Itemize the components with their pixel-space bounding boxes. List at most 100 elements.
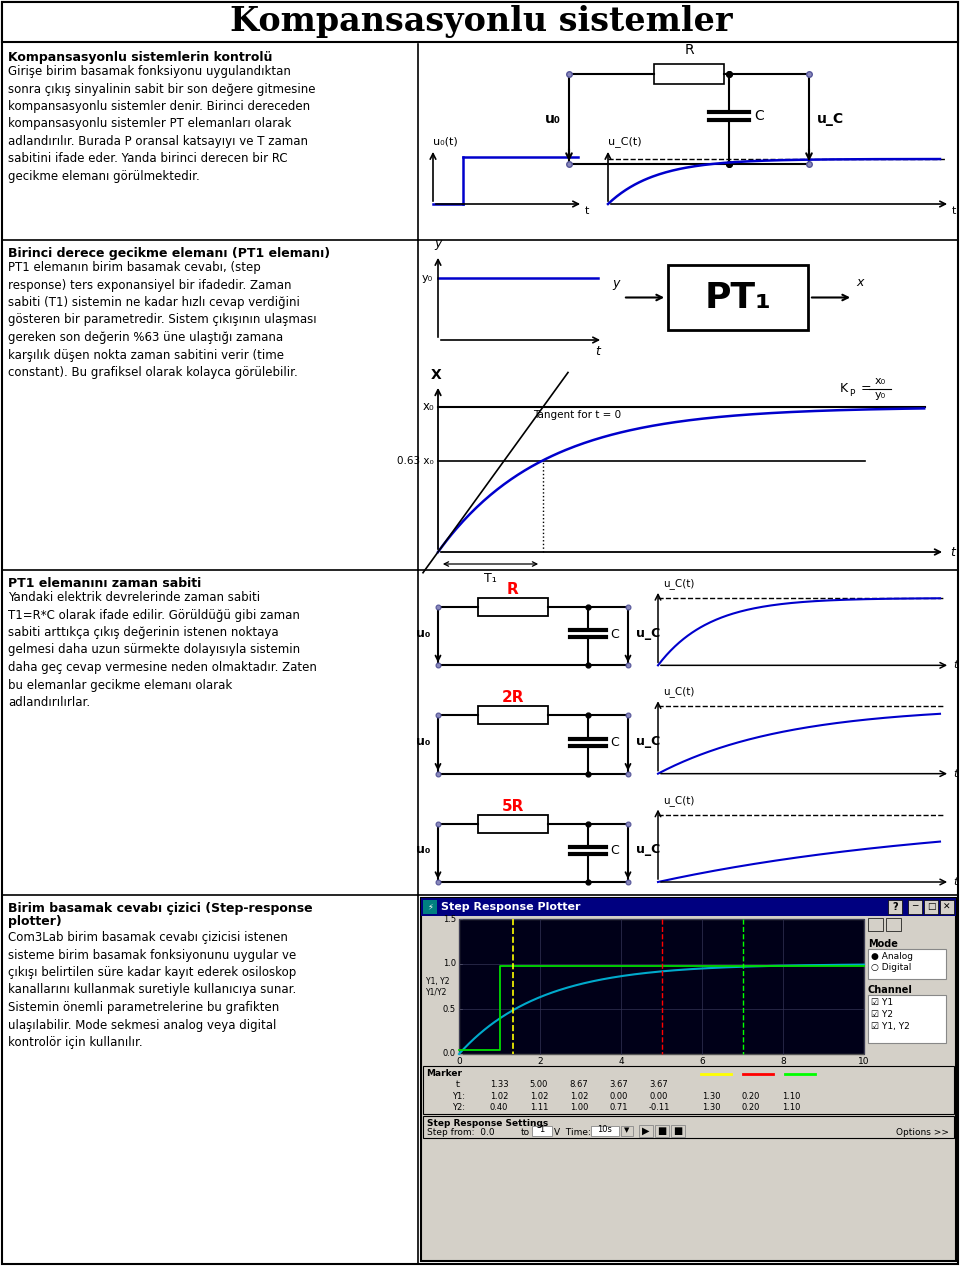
Text: 3.67: 3.67 <box>610 1080 629 1089</box>
Bar <box>639 1125 653 1137</box>
Text: ✕: ✕ <box>944 903 950 912</box>
Text: ☑ Y1: ☑ Y1 <box>871 998 893 1006</box>
Text: Kompansasyonlu sistemler: Kompansasyonlu sistemler <box>229 5 732 38</box>
Text: t:: t: <box>456 1080 462 1089</box>
Text: u_C(t): u_C(t) <box>663 795 694 805</box>
Bar <box>868 995 946 1043</box>
Text: x₀: x₀ <box>422 400 434 414</box>
Bar <box>868 950 946 979</box>
Text: 2: 2 <box>538 1057 542 1066</box>
Text: P: P <box>849 389 854 398</box>
Text: 1.0: 1.0 <box>443 960 456 968</box>
Bar <box>886 918 901 931</box>
Text: 1.02: 1.02 <box>530 1093 548 1101</box>
Text: 2R: 2R <box>502 690 524 705</box>
Text: 1.10: 1.10 <box>781 1093 801 1101</box>
Text: PT1 elemanın birim basamak cevabı, (step
response) ters exponansiyel bir ifadedi: PT1 elemanın birim basamak cevabı, (step… <box>8 261 317 379</box>
Text: Com3Lab birim basamak cevabı çizicisi istenen
sisteme birim basamak fonksiyonunu: Com3Lab birim basamak cevabı çizicisi is… <box>8 931 297 1050</box>
Text: C: C <box>610 844 619 857</box>
Bar <box>908 900 922 914</box>
Text: u₀(t): u₀(t) <box>433 137 458 147</box>
Bar <box>591 1125 619 1136</box>
Bar <box>888 900 902 914</box>
Text: 0.0: 0.0 <box>443 1050 456 1058</box>
Text: Channel: Channel <box>868 985 913 995</box>
Text: 1.00: 1.00 <box>570 1103 588 1112</box>
Text: C: C <box>754 109 764 123</box>
Text: u_C(t): u_C(t) <box>663 686 694 698</box>
Bar <box>868 918 883 931</box>
Text: u_C: u_C <box>636 843 660 856</box>
Text: C: C <box>610 736 619 749</box>
Text: ■: ■ <box>673 1125 683 1136</box>
Text: 0.40: 0.40 <box>490 1103 508 1112</box>
Text: y: y <box>612 276 620 290</box>
Text: 0.71: 0.71 <box>610 1103 628 1112</box>
Text: u_C: u_C <box>817 111 844 127</box>
Text: 0.00: 0.00 <box>610 1093 628 1101</box>
Text: 10: 10 <box>858 1057 870 1066</box>
Text: Y2:: Y2: <box>452 1103 466 1112</box>
Text: PT₁: PT₁ <box>705 281 772 314</box>
Text: 3.67: 3.67 <box>650 1080 668 1089</box>
Bar <box>423 1066 954 1114</box>
Text: Yandaki elektrik devrelerinde zaman sabiti
T1=R*C olarak ifade edilir. Görüldüğü: Yandaki elektrik devrelerinde zaman sabi… <box>8 591 317 709</box>
Text: to: to <box>521 1128 530 1137</box>
Text: ○ Digital: ○ Digital <box>871 963 911 972</box>
Text: 4: 4 <box>618 1057 624 1066</box>
Text: 0: 0 <box>456 1057 462 1066</box>
Text: ☑ Y1, Y2: ☑ Y1, Y2 <box>871 1022 910 1031</box>
Text: ● Analog: ● Analog <box>871 952 913 961</box>
Text: 1.10: 1.10 <box>781 1103 801 1112</box>
Text: 8.67: 8.67 <box>569 1080 588 1089</box>
Text: 1: 1 <box>540 1125 544 1134</box>
Text: t: t <box>953 877 957 887</box>
Text: R: R <box>684 43 694 57</box>
Bar <box>668 265 808 330</box>
Bar <box>421 898 956 1261</box>
Text: □: □ <box>926 903 935 912</box>
Bar <box>532 1125 552 1136</box>
Text: Options >>: Options >> <box>896 1128 949 1137</box>
Text: t: t <box>953 661 957 670</box>
Text: 5R: 5R <box>502 799 524 814</box>
Text: 0.00: 0.00 <box>650 1093 668 1101</box>
Text: 1.33: 1.33 <box>490 1080 508 1089</box>
Text: y: y <box>434 237 442 249</box>
Text: 0.20: 0.20 <box>742 1093 760 1101</box>
Text: 0.5: 0.5 <box>443 1004 456 1014</box>
Bar <box>2 3 958 42</box>
Text: Birinci derece gecikme elemanı (PT1 elemanı): Birinci derece gecikme elemanı (PT1 elem… <box>8 247 330 260</box>
Text: u₀: u₀ <box>416 627 430 639</box>
Text: 6: 6 <box>699 1057 705 1066</box>
Text: 1.5: 1.5 <box>443 914 456 923</box>
Text: t: t <box>585 206 589 216</box>
Text: t: t <box>595 346 600 358</box>
Text: PT1 elemanını zaman sabiti: PT1 elemanını zaman sabiti <box>8 577 202 590</box>
Bar <box>940 900 954 914</box>
Text: -0.11: -0.11 <box>648 1103 670 1112</box>
Text: Mode: Mode <box>868 939 898 950</box>
Bar <box>671 1125 685 1137</box>
Text: ?: ? <box>892 901 898 912</box>
Text: V  Time:: V Time: <box>554 1128 590 1137</box>
Text: t: t <box>952 206 956 216</box>
Text: Marker: Marker <box>426 1069 462 1079</box>
Text: 1.02: 1.02 <box>570 1093 588 1101</box>
Text: u_C(t): u_C(t) <box>663 579 694 589</box>
Text: 1.02: 1.02 <box>490 1093 508 1101</box>
Text: Kompansasyonlu sistemlerin kontrolü: Kompansasyonlu sistemlerin kontrolü <box>8 51 273 65</box>
Bar <box>655 1125 669 1137</box>
Text: 1.30: 1.30 <box>702 1103 720 1112</box>
Bar <box>423 900 437 914</box>
Bar <box>621 1125 633 1136</box>
Text: R: R <box>507 582 518 598</box>
Text: Birim basamak cevabı çizici (Step-response: Birim basamak cevabı çizici (Step-respon… <box>8 901 313 915</box>
Text: plotter): plotter) <box>8 915 61 928</box>
Text: 5.00: 5.00 <box>530 1080 548 1089</box>
Text: u₀: u₀ <box>416 736 430 748</box>
Bar <box>478 706 548 724</box>
Text: y₀: y₀ <box>421 273 433 284</box>
Text: 0.20: 0.20 <box>742 1103 760 1112</box>
Text: Tangent for t = 0: Tangent for t = 0 <box>533 410 621 420</box>
